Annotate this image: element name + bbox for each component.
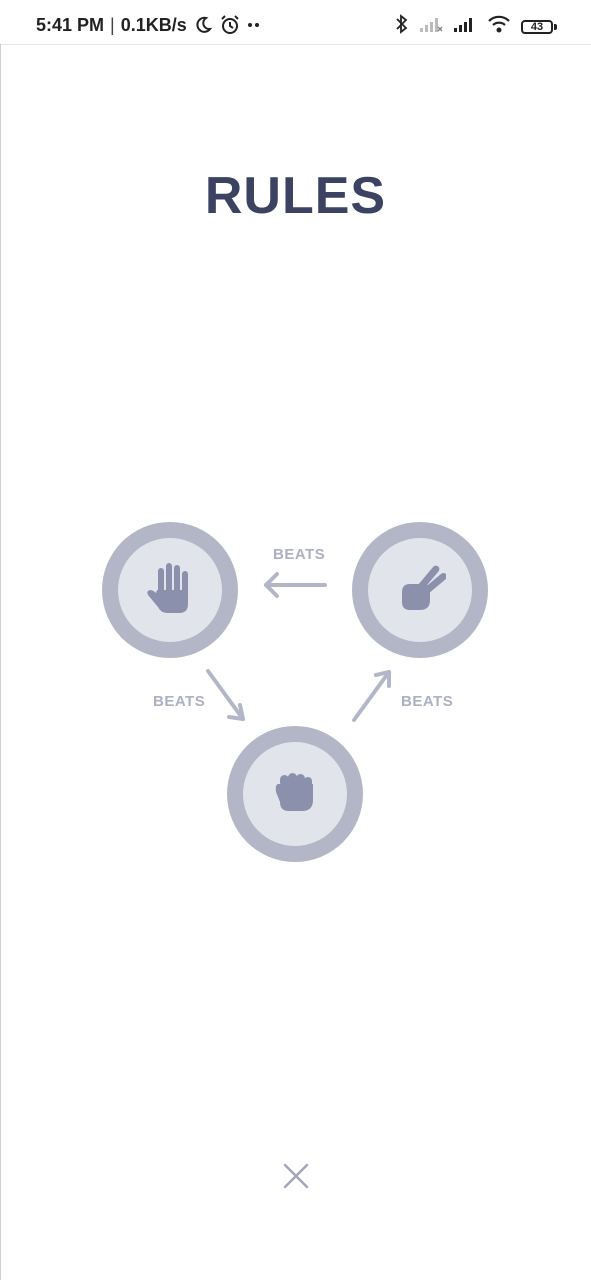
hand-scissors-icon — [394, 562, 447, 619]
moon-icon — [193, 15, 213, 35]
battery-icon: 43 — [521, 19, 557, 34]
signal-icon — [453, 15, 477, 38]
close-icon[interactable] — [283, 1163, 309, 1194]
alarm-icon — [219, 14, 241, 36]
beats-label-top: BEATS — [273, 546, 326, 563]
arrow-rock-beats-scissors — [352, 670, 391, 722]
battery-level: 43 — [521, 19, 553, 34]
beats-label-right: BEATS — [401, 693, 454, 710]
arrow-scissors-beats-paper — [264, 572, 327, 598]
status-left: 5:41 PM | 0.1KB/s — [36, 14, 261, 36]
status-time: 5:41 PM — [36, 14, 105, 35]
wifi-icon — [487, 15, 511, 38]
status-right: 43 — [395, 14, 557, 39]
bluetooth-icon — [395, 14, 409, 39]
more-dots-icon — [247, 22, 261, 28]
close-button[interactable] — [278, 1160, 314, 1196]
arrow-paper-beats-rock — [206, 669, 245, 721]
status-separator: | — [110, 14, 115, 35]
beats-label-left: BEATS — [153, 693, 206, 710]
signal-no-sim-icon — [419, 15, 443, 38]
page-title: RULES — [204, 167, 387, 225]
left-edge-divider — [0, 44, 1, 1280]
hand-rock-icon — [271, 768, 319, 821]
status-network-speed: 0.1KB/s — [120, 14, 187, 35]
hand-paper-icon — [145, 560, 195, 621]
paper-choice — [102, 522, 238, 658]
rock-inner — [243, 742, 347, 846]
rock-choice — [227, 726, 363, 862]
paper-inner — [118, 538, 222, 642]
scissors-choice — [352, 522, 488, 658]
scissors-inner — [368, 538, 472, 642]
status-bar: 5:41 PM | 0.1KB/s 43 — [0, 0, 591, 45]
